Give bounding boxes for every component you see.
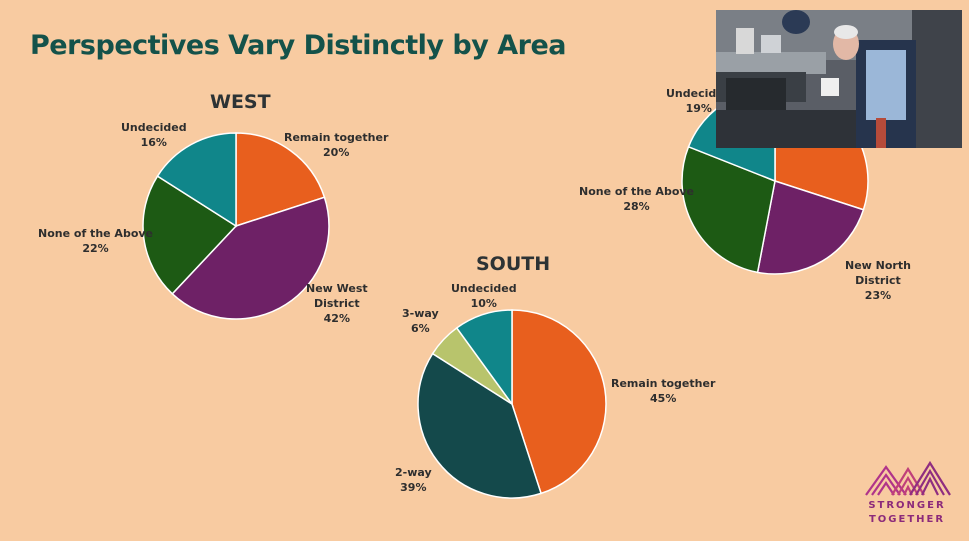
west-slice-remain-together <box>235 132 326 228</box>
south-slice-remain-together <box>511 309 607 495</box>
west-slice-new-west-district <box>171 196 330 320</box>
south-chart-title: SOUTH <box>476 253 551 275</box>
west-slice-undecided <box>156 132 237 228</box>
west-pie-chart <box>142 132 330 320</box>
west-chart-title: WEST <box>210 91 271 113</box>
west-label-remain-together: Remain together 20% <box>284 131 389 159</box>
south-slice-undecided <box>455 309 513 407</box>
slide-title: Perspectives Vary Distinctly by Area <box>30 30 567 61</box>
west-label-none-of-the-above: None of the Above 22% <box>38 227 154 255</box>
south-label-2-way: 2-way 39% <box>395 466 432 494</box>
north-label-undecided: Undecided 19% <box>666 87 732 115</box>
west-slice-none-of-the-above <box>142 175 238 295</box>
logo-text-together: TOGETHER <box>868 514 946 525</box>
north-label-none-of-the-above: None of the Above 28% <box>579 185 695 213</box>
speaker-video-image <box>716 10 962 148</box>
logo-text-stronger: STRONGER <box>868 500 946 511</box>
south-label-3-way: 3-way 6% <box>402 307 439 335</box>
west-label-undecided: Undecided 16% <box>121 121 187 149</box>
stronger-together-logo <box>865 460 951 496</box>
north-label-new-north-district: New North District 23% <box>845 259 911 302</box>
south-slice-2-way <box>417 352 542 499</box>
speaker-video-feed[interactable] <box>716 10 962 148</box>
west-label-new-west-district: New West District 42% <box>306 282 368 325</box>
south-pie-chart <box>417 309 607 499</box>
north-slice-new-north-district <box>756 180 865 275</box>
south-label-remain-together: Remain together 45% <box>611 377 716 405</box>
north-slice-none-of-the-above <box>681 145 776 274</box>
south-label-undecided: Undecided 10% <box>451 282 517 310</box>
